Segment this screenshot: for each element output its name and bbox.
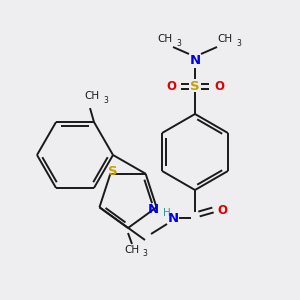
Text: N: N (148, 203, 159, 216)
Text: 3: 3 (142, 250, 147, 259)
Text: N: N (167, 212, 178, 224)
Text: S: S (190, 80, 200, 92)
Text: N: N (189, 53, 201, 67)
Text: 3: 3 (103, 96, 108, 105)
Text: H: H (163, 208, 171, 218)
Text: CH: CH (158, 34, 172, 44)
Text: O: O (217, 203, 227, 217)
Text: CH: CH (218, 34, 232, 44)
Text: O: O (166, 80, 176, 92)
Text: O: O (214, 80, 224, 92)
Text: 3: 3 (237, 38, 242, 47)
Text: CH: CH (124, 245, 140, 255)
Text: S: S (108, 165, 117, 178)
Text: 3: 3 (177, 38, 182, 47)
Text: CH: CH (84, 91, 100, 101)
